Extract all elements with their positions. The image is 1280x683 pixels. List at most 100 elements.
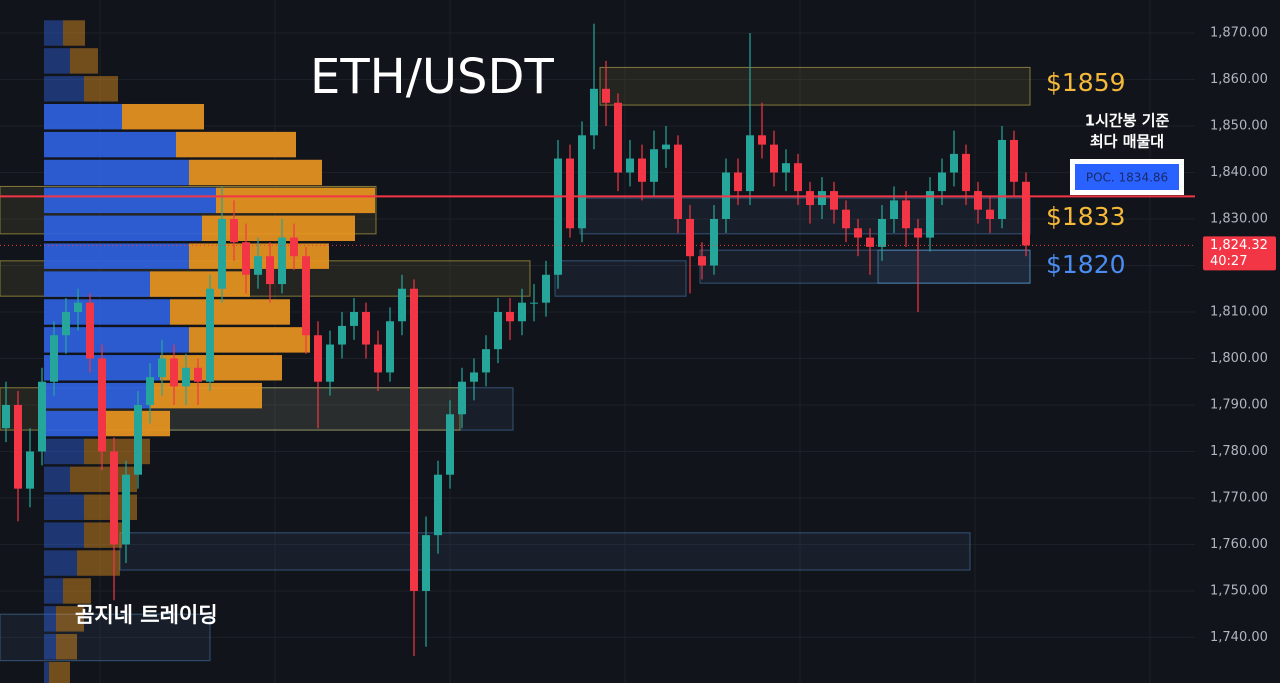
profile-sell (63, 20, 85, 46)
zone (599, 66, 1031, 106)
candle-body (842, 209, 850, 229)
candle-body (494, 311, 502, 350)
candle-body (902, 200, 910, 229)
y-tick-label: 1,780.00 (1210, 444, 1268, 459)
candle-body (2, 404, 10, 429)
candle-body (158, 358, 166, 378)
y-tick-label: 1,740.00 (1210, 630, 1268, 645)
candle-body (98, 358, 106, 452)
profile-buy (44, 382, 150, 409)
watermark: 곰지네 트레이딩 (75, 603, 218, 627)
annotation: $1859 (1046, 68, 1126, 97)
candle-body (962, 153, 970, 192)
candle-body (554, 158, 562, 275)
candle-body (434, 474, 442, 536)
y-tick-label: 1,760.00 (1210, 537, 1268, 552)
profile-sell (70, 48, 98, 74)
profile-buy (44, 243, 189, 269)
candle-body (590, 88, 598, 136)
zone (554, 260, 687, 297)
candle-body (662, 144, 670, 150)
candle-body (746, 135, 754, 192)
candle-body (242, 242, 250, 275)
y-tick-label: 1,770.00 (1210, 490, 1268, 505)
profile-sell (216, 187, 375, 214)
candle-body (482, 349, 490, 373)
candle-body (878, 218, 886, 247)
candle-body (218, 218, 226, 289)
annotation: $1833 (1046, 202, 1126, 231)
candle-body (638, 158, 646, 182)
candle-body (338, 325, 346, 345)
profile-sell (176, 131, 296, 158)
candle-body (50, 335, 58, 382)
last-price-label: 1,824.32 (1210, 238, 1268, 253)
candle-body (398, 288, 406, 322)
candle-body (206, 288, 214, 382)
profile-buy (44, 410, 98, 437)
y-tick-label: 1,830.00 (1210, 211, 1268, 226)
note: 최다 매물대 (1090, 133, 1164, 151)
candle-body (254, 256, 262, 275)
profile-buy (44, 76, 84, 102)
profile-buy (44, 131, 176, 158)
poc-box (1075, 164, 1179, 190)
candle-body (350, 311, 358, 326)
profile-buy (44, 48, 70, 74)
candle-body (698, 256, 706, 266)
poc-label: POC. 1834.86 (1086, 171, 1168, 185)
candle-body (38, 381, 46, 452)
candle-body (974, 191, 982, 210)
candle-body (362, 311, 370, 345)
candle-body (1010, 139, 1018, 182)
profile-sell (150, 382, 262, 409)
candle-body (290, 237, 298, 257)
candle-body (626, 158, 634, 173)
y-tick-label: 1,840.00 (1210, 165, 1268, 180)
y-tick-label: 1,850.00 (1210, 118, 1268, 133)
y-tick-label: 1,860.00 (1210, 72, 1268, 87)
candle-body (758, 135, 766, 145)
profile-buy (44, 159, 189, 186)
profile-buy (44, 661, 49, 683)
candle-body (986, 209, 994, 219)
candle-body (410, 288, 418, 591)
y-tick-label: 1,870.00 (1210, 26, 1268, 41)
candle-body (950, 153, 958, 173)
profile-buy (44, 550, 77, 576)
candle-body (122, 474, 130, 545)
last-price-box (1203, 236, 1276, 271)
profile-buy (44, 438, 84, 465)
candle-body (470, 372, 478, 382)
zone (119, 532, 971, 571)
profile-sell (77, 550, 120, 576)
profile-buy (44, 187, 216, 214)
candle-body (518, 302, 526, 322)
profile-buy (44, 20, 63, 46)
profile-sell (56, 606, 84, 632)
profile-buy (44, 103, 122, 130)
candle-body (194, 367, 202, 382)
candle-body (794, 163, 802, 192)
candle-body (830, 191, 838, 210)
candle-body (938, 172, 946, 192)
candle-body (14, 404, 22, 489)
candle-body (86, 302, 94, 359)
candle-body (302, 256, 310, 336)
candle-body (890, 200, 898, 219)
candle-body (806, 191, 814, 206)
profile-sell (84, 76, 118, 102)
candle-body (422, 535, 430, 591)
chart-title: ETH/USDT (310, 49, 554, 105)
zone (0, 613, 211, 662)
candle-body (374, 344, 382, 373)
y-tick-label: 1,800.00 (1210, 351, 1268, 366)
profile-sell (202, 215, 355, 242)
y-tick-label: 1,750.00 (1210, 583, 1268, 598)
y-tick-label: 1,790.00 (1210, 397, 1268, 412)
candle-body (1022, 181, 1030, 246)
candle-body (530, 302, 538, 304)
profile-buy (44, 606, 56, 632)
profile-buy (44, 215, 202, 242)
